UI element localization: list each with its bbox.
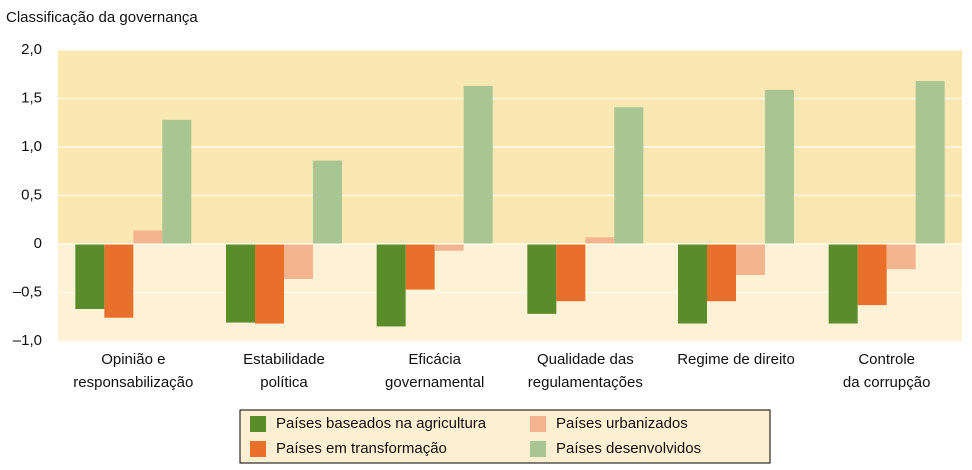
- legend-label: Países em transformação: [276, 440, 447, 457]
- x-tick-label: política: [260, 374, 308, 391]
- y-tick-label: 2,0: [21, 41, 42, 58]
- x-tick-label: responsabilização: [73, 374, 193, 391]
- x-tick-label: Controle: [858, 351, 915, 368]
- bar: [857, 244, 887, 306]
- bar: [707, 244, 736, 302]
- x-tick-label: Regime de direito: [677, 351, 795, 368]
- x-tick-label: Opinião e: [101, 351, 165, 368]
- x-tick-label: da corrupção: [843, 374, 931, 391]
- y-tick-label: 1,0: [21, 138, 42, 155]
- bar: [284, 244, 313, 279]
- y-tick-label: 0: [34, 235, 42, 252]
- chart-title: Classificação da governança: [6, 9, 198, 26]
- bar: [527, 244, 557, 314]
- bar: [463, 85, 493, 244]
- legend-label: Países urbanizados: [556, 415, 688, 432]
- bar: [886, 244, 916, 270]
- legend-swatch: [250, 416, 266, 432]
- legend-swatch: [250, 441, 266, 457]
- bar: [765, 89, 794, 245]
- bar: [828, 244, 858, 324]
- x-tick-label: Estabilidade: [243, 351, 325, 368]
- legend-label: Países desenvolvidos: [556, 440, 701, 457]
- x-tick-label: governamental: [385, 374, 484, 391]
- bar: [75, 244, 105, 309]
- y-tick-label: –0,5: [13, 283, 42, 300]
- bar: [678, 244, 707, 324]
- bar: [614, 107, 644, 244]
- y-tick-label: 0,5: [21, 186, 42, 203]
- bar: [376, 244, 406, 327]
- bar: [556, 244, 586, 302]
- bar: [915, 81, 945, 244]
- bar: [162, 119, 192, 244]
- legend-swatch: [530, 441, 546, 457]
- bar: [313, 160, 342, 244]
- x-tick-label: regulamentações: [528, 374, 643, 391]
- legend-swatch: [530, 416, 546, 432]
- y-tick-label: 1,5: [21, 89, 42, 106]
- y-tick-label: –1,0: [13, 332, 42, 349]
- bar: [585, 237, 615, 244]
- legend-label: Países baseados na agricultura: [276, 415, 487, 432]
- bar: [226, 244, 255, 323]
- x-tick-label: Eficácia: [408, 351, 461, 368]
- bar: [736, 244, 765, 276]
- bar: [405, 244, 435, 290]
- bar: [255, 244, 284, 324]
- bar: [434, 244, 464, 251]
- legend-box: [239, 409, 771, 464]
- bar: [133, 230, 163, 244]
- x-tick-label: Qualidade das: [537, 351, 634, 368]
- bar: [104, 244, 134, 318]
